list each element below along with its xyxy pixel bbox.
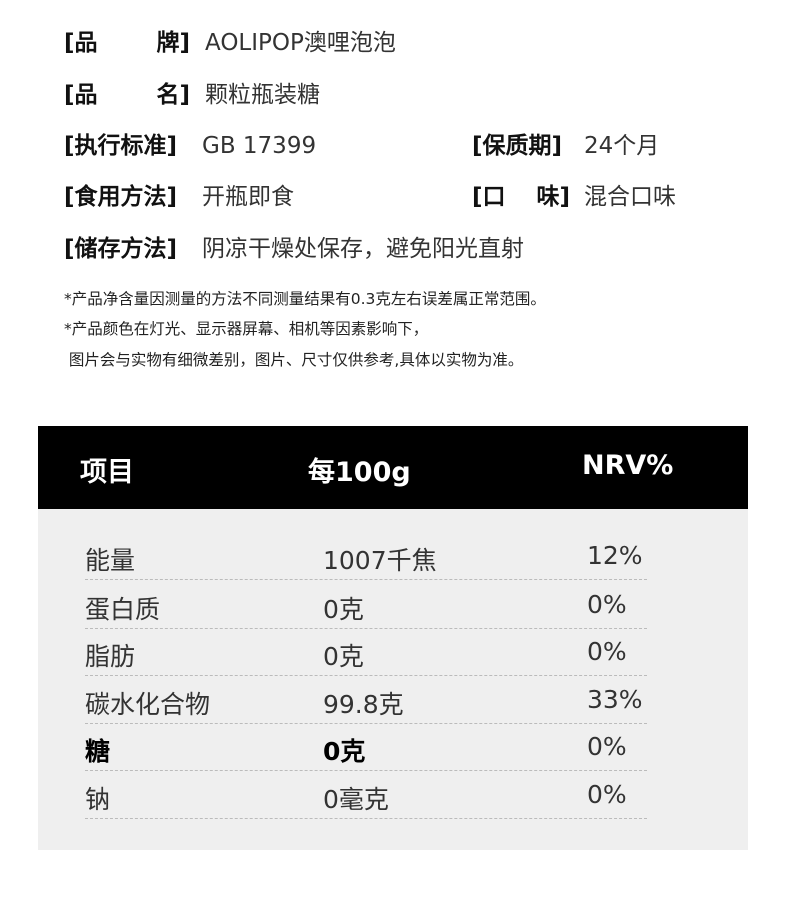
table-row: 能量 1007千焦 12% bbox=[85, 531, 647, 580]
nutrient-nrv: 12% bbox=[587, 541, 643, 570]
nutrient-amount: 99.8克 bbox=[323, 690, 404, 719]
label-part: 名] bbox=[156, 82, 190, 108]
nutrient-amount: 0克 bbox=[323, 595, 364, 624]
product-name-label: [品 名] bbox=[64, 80, 190, 110]
nutrient-name: 糖 bbox=[85, 737, 111, 766]
nutrient-amount: 0克 bbox=[323, 737, 366, 766]
table-row: 碳水化合物 99.8克 33% bbox=[85, 675, 647, 724]
nutrient-amount: 0毫克 bbox=[323, 785, 389, 814]
nutrient-name: 碳水化合物 bbox=[85, 690, 211, 719]
nutrient-name: 能量 bbox=[85, 546, 136, 575]
nutrient-name: 钠 bbox=[85, 785, 111, 814]
label-part: [品 bbox=[64, 82, 98, 108]
header-per-100g: 每100g bbox=[308, 457, 411, 488]
standard-label: [执行标准] bbox=[64, 133, 178, 159]
shelf-life-value: 24个月 bbox=[584, 133, 660, 159]
storage-label: [储存方法] bbox=[64, 236, 178, 262]
usage-label: [食用方法] bbox=[64, 184, 178, 210]
table-header: 项目 每100g NRV% bbox=[38, 426, 748, 509]
product-name-value: 颗粒瓶装糖 bbox=[205, 82, 320, 108]
nutrient-nrv: 0% bbox=[587, 590, 627, 619]
brand-value: AOLIPOP澳哩泡泡 bbox=[205, 30, 396, 56]
header-item: 项目 bbox=[80, 457, 134, 488]
note-weight: *产品净含量因测量的方法不同测量结果有0.3克左右误差属正常范围。 bbox=[64, 290, 546, 308]
label-part: [品 bbox=[64, 30, 98, 56]
label-part: 牌] bbox=[156, 30, 190, 56]
label-part: 味] bbox=[536, 184, 570, 210]
flavor-label: [口 味] bbox=[472, 182, 570, 212]
table-row: 糖 0克 0% bbox=[85, 722, 647, 771]
storage-value: 阴凉干燥处保存，避免阳光直射 bbox=[202, 236, 524, 262]
nutrient-name: 脂肪 bbox=[85, 642, 136, 671]
table-row: 钠 0毫克 0% bbox=[85, 770, 647, 819]
nutrient-nrv: 0% bbox=[587, 732, 627, 761]
table-row: 脂肪 0克 0% bbox=[85, 627, 647, 676]
nutrition-table: 项目 每100g NRV% 能量 1007千焦 12% 蛋白质 0克 0% 脂肪… bbox=[38, 426, 748, 850]
shelf-life-label: [保质期] bbox=[472, 133, 563, 159]
header-nrv: NRV% bbox=[582, 450, 674, 481]
nutrient-nrv: 0% bbox=[587, 780, 627, 809]
nutrient-nrv: 33% bbox=[587, 685, 643, 714]
flavor-value: 混合口味 bbox=[584, 184, 676, 210]
usage-value: 开瓶即食 bbox=[202, 184, 294, 210]
note-color: *产品颜色在灯光、显示器屏幕、相机等因素影响下， bbox=[64, 320, 429, 338]
nutrient-nrv: 0% bbox=[587, 637, 627, 666]
label-part: [口 bbox=[472, 184, 506, 210]
standard-value: GB 17399 bbox=[202, 133, 317, 159]
brand-label: [品 牌] bbox=[64, 28, 190, 58]
table-row: 蛋白质 0克 0% bbox=[85, 580, 647, 629]
nutrient-amount: 1007千焦 bbox=[323, 546, 437, 575]
nutrient-name: 蛋白质 bbox=[85, 595, 161, 624]
note-disclaimer: 图片会与实物有细微差别，图片、尺寸仅供参考,具体以实物为准。 bbox=[64, 351, 524, 369]
nutrient-amount: 0克 bbox=[323, 642, 364, 671]
